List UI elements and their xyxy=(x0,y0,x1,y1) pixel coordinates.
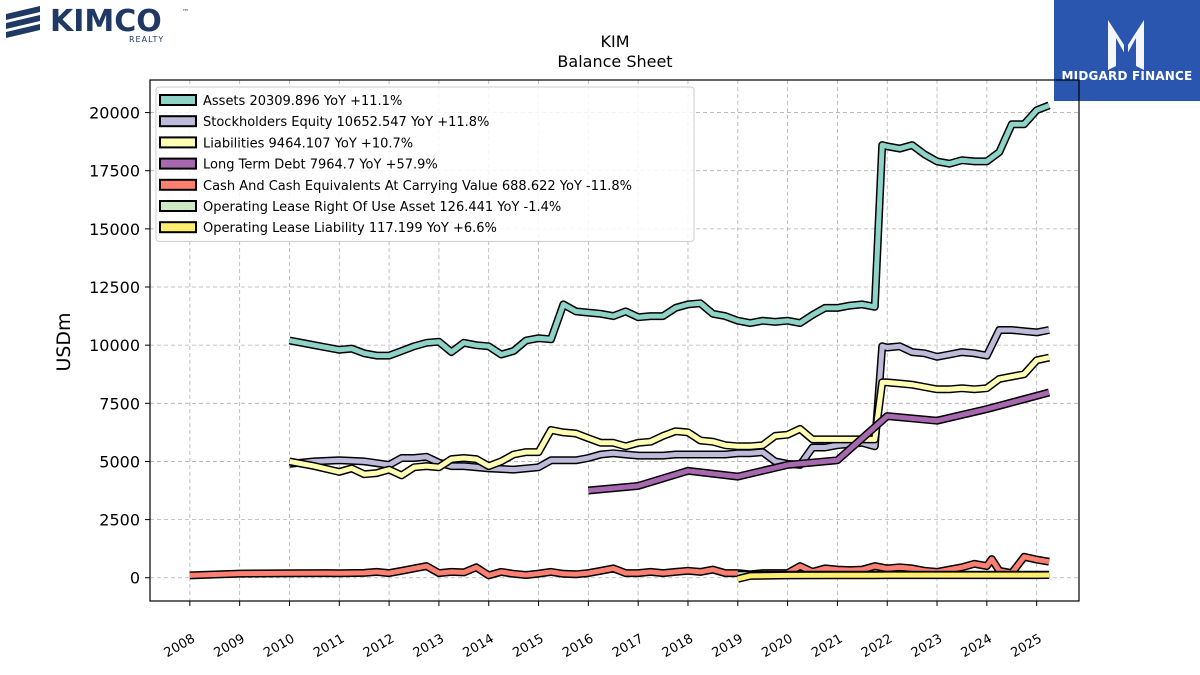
y-axis-label: USDm xyxy=(53,312,75,371)
y-tick-label: 2500 xyxy=(99,511,140,530)
y-tick-label: 17500 xyxy=(89,162,140,181)
x-tick-label: 2019 xyxy=(710,631,746,661)
kimco-logo: KIMCO ™ REALTY xyxy=(4,2,194,46)
y-tick-label: 20000 xyxy=(89,104,140,123)
legend: Assets 20309.896 YoY +11.1% Stockholders … xyxy=(155,86,695,242)
y-tick-label: 0 xyxy=(130,569,140,588)
x-tick-label: 2022 xyxy=(859,631,895,661)
y-tick-label: 10000 xyxy=(89,336,140,355)
x-tick-label: 2020 xyxy=(759,631,795,661)
x-tick-label: 2017 xyxy=(610,631,646,661)
x-tick-label: 2024 xyxy=(959,631,995,661)
y-tick-label: 7500 xyxy=(99,394,140,413)
legend-swatch-ltdebt xyxy=(159,157,197,170)
legend-swatch-rou xyxy=(159,200,197,212)
legend-swatch-assets xyxy=(159,94,197,106)
y-tick-label: 12500 xyxy=(89,278,140,297)
x-tick-label: 2023 xyxy=(909,631,945,661)
kimco-logo-graphic: KIMCO ™ REALTY xyxy=(6,4,189,44)
x-tick-label: 2012 xyxy=(361,631,397,661)
chart-title: KIM xyxy=(600,32,629,51)
x-tick-label: 2010 xyxy=(261,631,297,661)
plot-frame xyxy=(149,79,1080,602)
kimco-realty-sub: REALTY xyxy=(129,35,164,44)
chart-subtitle: Balance Sheet xyxy=(557,52,672,71)
kimco-chevrons-icon xyxy=(6,6,40,38)
x-tick-label: 2008 xyxy=(162,631,198,661)
series-line-equity xyxy=(289,327,1050,473)
kimco-wordmark: KIMCO xyxy=(50,4,162,39)
series-layer xyxy=(189,101,1051,583)
y-tick-label: 5000 xyxy=(99,452,140,471)
x-tick-label: 2018 xyxy=(660,631,696,661)
x-tick-label: 2025 xyxy=(1008,631,1044,661)
legend-box xyxy=(155,86,695,242)
x-tick-label: 2014 xyxy=(461,631,497,661)
legend-label-assets: Assets 20309.896 YoY +11.1% xyxy=(203,94,402,109)
midgard-finance-logo: MIDGARD FINANCE xyxy=(1054,0,1200,101)
x-tick-label: 2021 xyxy=(809,631,845,661)
legend-label-liabilities: Liabilities 9464.107 YoY +10.7% xyxy=(203,136,413,151)
series-line-oplease xyxy=(737,572,1050,582)
y-axis-ticks: 0 2500 5000 7500 10000 12500 15000 17500 20000 xyxy=(89,104,150,588)
x-tick-label: 2011 xyxy=(311,631,347,661)
x-tick-label: 2015 xyxy=(510,631,546,661)
legend-swatch-equity xyxy=(159,115,197,128)
series-line-assets xyxy=(289,103,1051,359)
legend-label-rou: Operating Lease Right Of Use Asset 126.4… xyxy=(203,200,561,215)
x-tick-label: 2016 xyxy=(560,631,596,661)
legend-label-cash: Cash And Cash Equivalents At Carrying Va… xyxy=(203,179,632,194)
x-axis-ticks: 2008 2009 2010 2011 2012 2013 2014 2015 2016 2017… xyxy=(162,601,1045,661)
x-tick-label: 2009 xyxy=(212,631,248,661)
y-tick-label: 15000 xyxy=(89,220,140,239)
legend-label-ltdebt: Long Term Debt 7964.7 YoY +57.9% xyxy=(203,158,438,173)
legend-swatch-oplease xyxy=(159,221,197,234)
series-line-ltdebt xyxy=(588,390,1050,493)
legend-swatch-cash xyxy=(159,178,197,191)
series-line-liabilities xyxy=(289,355,1050,478)
legend-label-equity: Stockholders Equity 10652.547 YoY +11.8% xyxy=(203,115,489,130)
x-tick-label: 2013 xyxy=(411,631,447,661)
legend-label-oplease: Operating Lease Liability 117.199 YoY +6… xyxy=(203,221,497,236)
legend-swatch-liabilities xyxy=(159,136,197,149)
svg-text:™: ™ xyxy=(182,8,189,16)
midgard-emblem-icon xyxy=(1108,12,1144,70)
midgard-brand-name: MIDGARD FINANCE xyxy=(1061,69,1193,83)
